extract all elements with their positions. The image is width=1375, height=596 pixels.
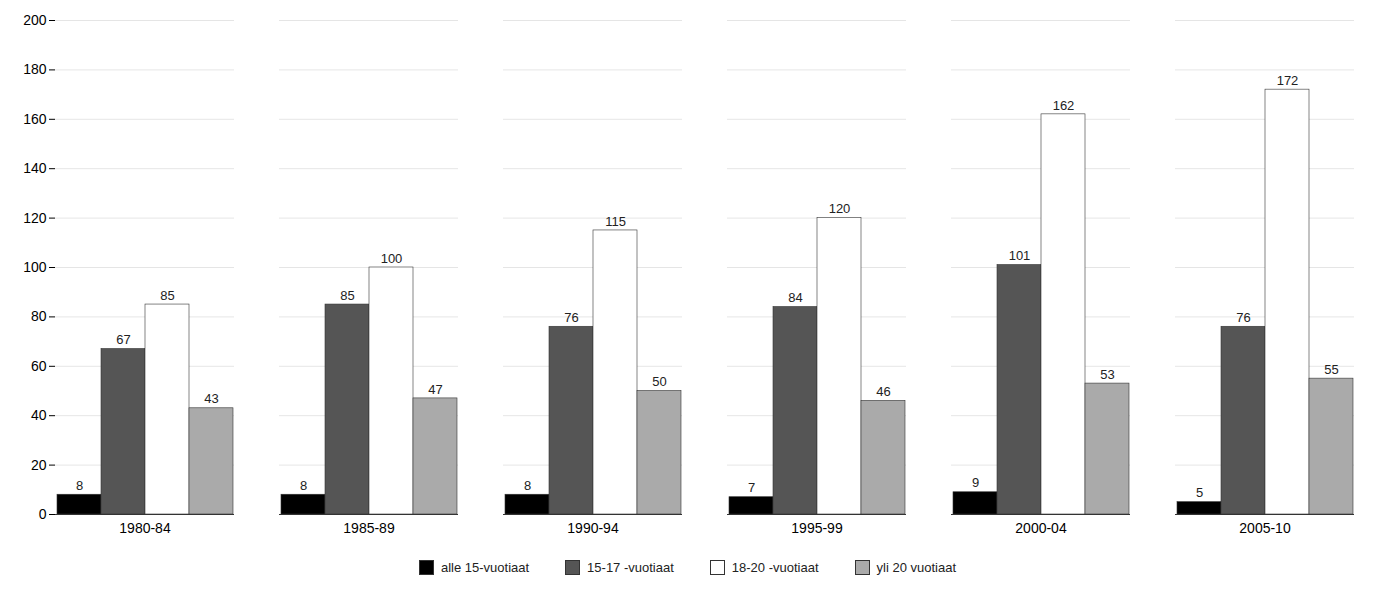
svg-text:8: 8 (76, 478, 83, 493)
svg-text:46: 46 (876, 384, 890, 399)
svg-text:200: 200 (23, 12, 47, 28)
svg-text:160: 160 (23, 111, 47, 127)
svg-text:2000-04: 2000-04 (1015, 520, 1067, 536)
svg-text:101: 101 (1009, 248, 1031, 263)
svg-text:47: 47 (428, 382, 442, 397)
svg-text:76: 76 (564, 310, 578, 325)
svg-text:5: 5 (1196, 485, 1203, 500)
svg-text:53: 53 (1100, 367, 1114, 382)
svg-text:40: 40 (31, 407, 47, 423)
svg-text:85: 85 (340, 288, 354, 303)
svg-text:55: 55 (1324, 362, 1338, 377)
html-text:15-17 -vuotiaat: 15-17 -vuotiaat (587, 559, 674, 575)
svg-text:9: 9 (972, 475, 979, 490)
svg-text:1990-94: 1990-94 (567, 520, 619, 536)
svg-text:8: 8 (524, 478, 531, 493)
svg-text:115: 115 (605, 214, 626, 229)
svg-text:172: 172 (1277, 73, 1299, 88)
svg-text:120: 120 (23, 210, 47, 226)
html-text:alle 15-vuotiaat: alle 15-vuotiaat (440, 559, 530, 575)
html-text:yli 20 vuotiaat: yli 20 vuotiaat (876, 559, 957, 575)
svg-text:1980-84: 1980-84 (119, 520, 171, 536)
svg-text:180: 180 (23, 61, 47, 77)
svg-text:50: 50 (652, 374, 666, 389)
svg-text:140: 140 (23, 160, 47, 176)
svg-text:84: 84 (788, 290, 802, 305)
svg-text:100: 100 (23, 259, 47, 275)
svg-text:67: 67 (116, 332, 130, 347)
svg-text:7: 7 (748, 480, 755, 495)
svg-text:1985-89: 1985-89 (343, 520, 395, 536)
svg-text:2005-10: 2005-10 (1239, 520, 1291, 536)
svg-text:85: 85 (160, 288, 174, 303)
svg-text:162: 162 (1053, 98, 1075, 113)
html-text:18-20 -vuotiaat: 18-20 -vuotiaat (731, 559, 819, 575)
svg-text:60: 60 (31, 358, 47, 374)
svg-text:43: 43 (204, 391, 218, 406)
svg-text:76: 76 (1236, 310, 1250, 325)
svg-text:120: 120 (829, 201, 851, 216)
svg-text:0: 0 (39, 506, 47, 522)
svg-text:80: 80 (31, 308, 47, 324)
svg-text:1995-99: 1995-99 (791, 520, 843, 536)
svg-text:100: 100 (381, 251, 403, 266)
svg-text:8: 8 (300, 478, 307, 493)
svg-text:20: 20 (31, 457, 47, 473)
